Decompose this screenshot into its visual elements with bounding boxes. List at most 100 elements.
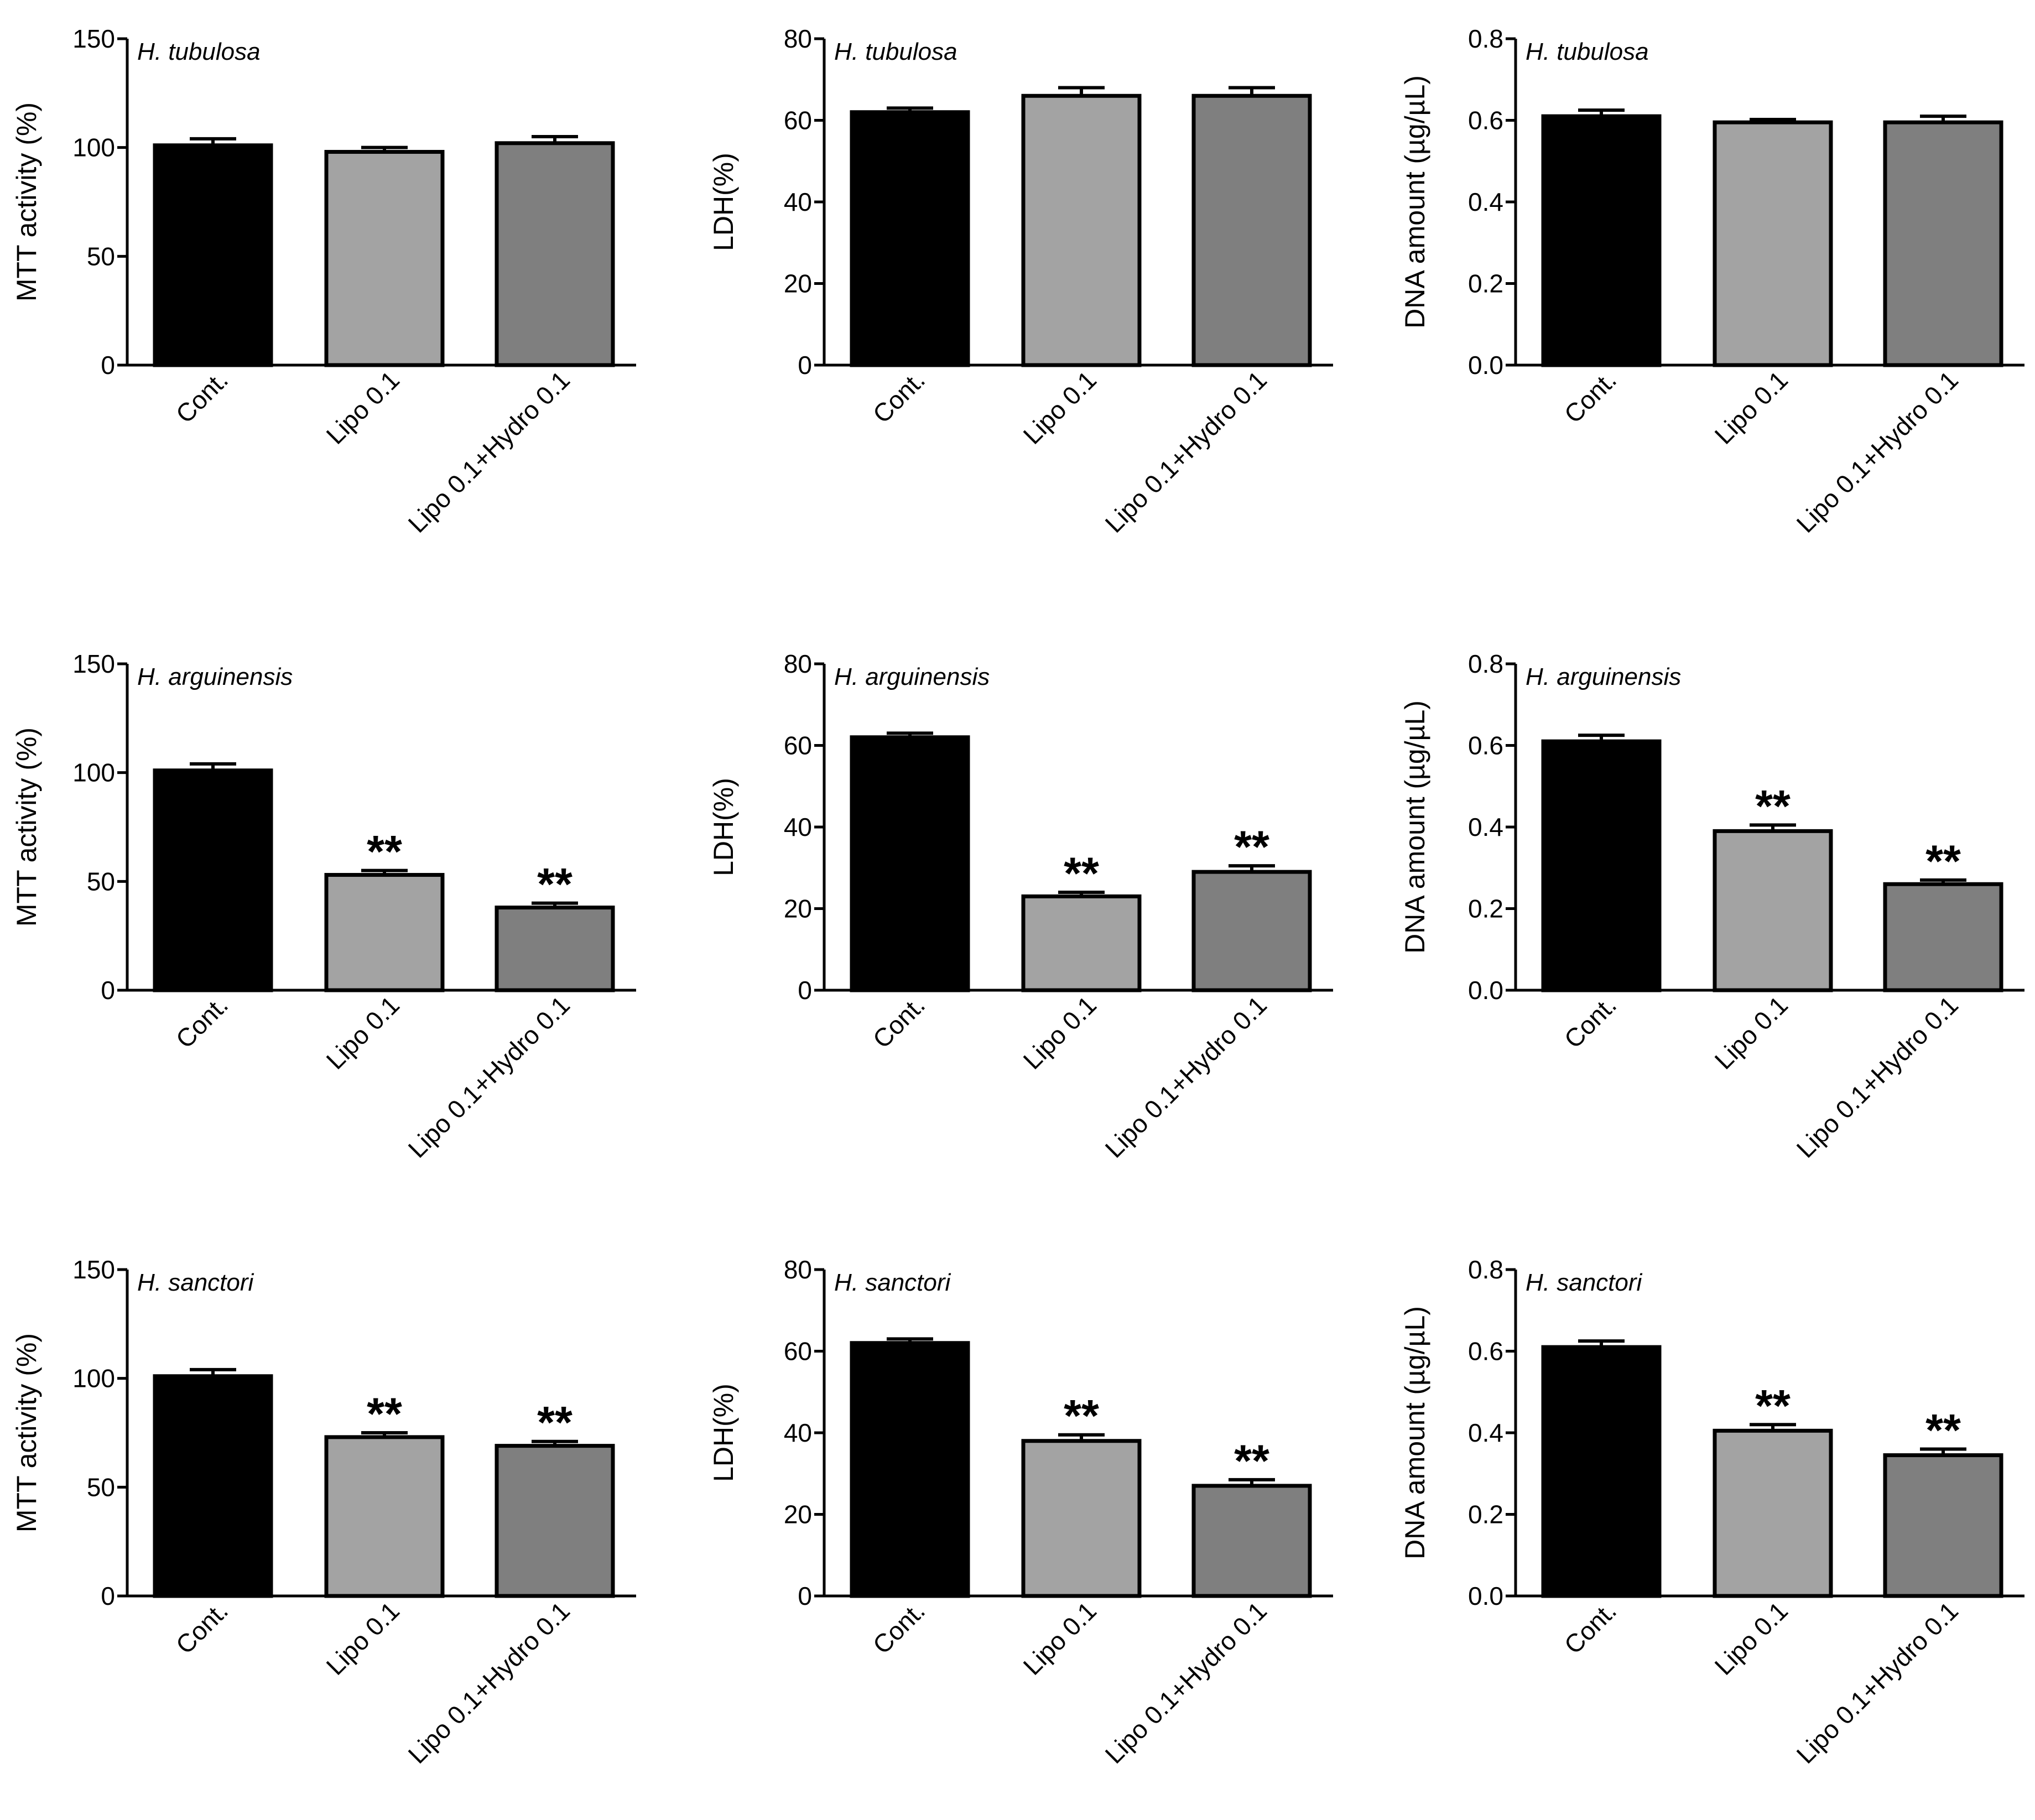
bar (495, 141, 615, 367)
x-tick-label: Lipo 0.1+Hydro 0.1 (1100, 365, 1273, 538)
bar (324, 873, 445, 992)
error-bar (532, 1439, 578, 1446)
chart-title: H. arguinensis (1526, 663, 1681, 690)
x-tick-label: Lipo 0.1+Hydro 0.1 (1791, 1596, 1964, 1769)
significance-label: ** (1755, 1381, 1791, 1431)
y-axis-label: LDH(%) (708, 1384, 739, 1482)
bar (850, 1341, 970, 1598)
bar (850, 735, 970, 992)
error-bar (887, 731, 933, 737)
chart-panel: H. sanctori DNA amount (µg/µL) Cont. ** Lipo… (1399, 1255, 2024, 1769)
error-bar (887, 106, 933, 112)
y-axis-label: LDH(%) (708, 778, 739, 876)
y-tick-label: 0 (101, 976, 115, 1005)
x-tick-label: Cont. (867, 365, 931, 429)
bar (324, 1435, 445, 1598)
y-tick-label: 40 (784, 188, 812, 216)
x-tick-label: Cont. (170, 365, 234, 429)
error-bar (190, 1367, 236, 1376)
significance-label: ** (367, 827, 402, 877)
y-axis-label: MTT activity (%) (11, 727, 42, 927)
y-tick-label: 0 (101, 351, 115, 379)
bar (1541, 1345, 1662, 1598)
y-tick-label: 0.8 (1468, 24, 1503, 53)
x-tick-label: Lipo 0.1+Hydro 0.1 (1791, 365, 1964, 538)
error-bar (361, 145, 408, 152)
y-tick-label: 60 (784, 731, 812, 760)
y-tick-label: 20 (784, 895, 812, 923)
y-tick-label: 0.6 (1468, 106, 1503, 135)
y-tick-label: 0.4 (1468, 1418, 1503, 1447)
error-bar (190, 762, 236, 771)
chart-panel: H. sanctori MTT activity (%) Cont. ** Lipo 0… (11, 1255, 636, 1769)
y-tick-label: 0.0 (1468, 1582, 1503, 1610)
y-tick-label: 0.2 (1468, 1500, 1503, 1529)
bar (1191, 870, 1312, 992)
bar (1541, 114, 1662, 367)
y-tick-label: 0 (798, 1582, 812, 1610)
bar (1883, 1453, 2003, 1598)
chart-panel: H. tubulosa MTT activity (%) Cont. Lipo 0.1… (11, 24, 636, 538)
bar (1191, 93, 1312, 367)
chart-panel: H. sanctori LDH(%) Cont. ** Lipo 0.1 ** Lipo 0… (708, 1255, 1333, 1769)
significance-label: ** (1925, 836, 1961, 887)
bar (495, 1444, 615, 1598)
x-tick-label: Lipo 0.1+Hydro 0.1 (403, 990, 576, 1163)
y-tick-label: 0 (798, 976, 812, 1005)
error-bar (361, 1431, 408, 1437)
chart-title: H. tubulosa (1526, 38, 1649, 65)
bar (153, 143, 273, 367)
y-tick-label: 100 (72, 758, 115, 787)
y-tick-label: 20 (784, 1500, 812, 1529)
bar (1541, 739, 1662, 992)
error-bar (1229, 86, 1275, 96)
bar (153, 1374, 273, 1598)
x-tick-label: Lipo 0.1 (1709, 365, 1794, 450)
y-tick-label: 0.4 (1468, 188, 1503, 216)
error-bar (1750, 1423, 1796, 1431)
error-bar (1920, 878, 1966, 885)
x-tick-label: Cont. (867, 1596, 931, 1660)
x-tick-label: Lipo 0.1+Hydro 0.1 (403, 365, 576, 538)
y-tick-label: 0.8 (1468, 649, 1503, 678)
chart-panel: H. arguinensis DNA amount (µg/µL) Cont. ** L… (1399, 649, 2024, 1163)
y-tick-label: 0.4 (1468, 813, 1503, 841)
error-bar (1578, 734, 1625, 742)
bar (1713, 829, 1833, 992)
error-bar (887, 1337, 933, 1343)
chart-title: H. sanctori (137, 1269, 254, 1296)
y-axis-label: LDH(%) (708, 153, 739, 251)
significance-label: ** (537, 1398, 572, 1448)
chart-title: H. sanctori (834, 1269, 951, 1296)
x-tick-label: Cont. (170, 1596, 234, 1660)
x-tick-label: Lipo 0.1+Hydro 0.1 (403, 1596, 576, 1769)
bar (1021, 1439, 1142, 1598)
y-tick-label: 0 (101, 1582, 115, 1610)
error-bar (1058, 891, 1105, 897)
y-tick-label: 0.8 (1468, 1255, 1503, 1284)
error-bar (1920, 115, 1966, 123)
bar (1021, 894, 1142, 992)
bar (1713, 1428, 1833, 1598)
x-tick-label: Lipo 0.1 (321, 1596, 405, 1681)
y-tick-label: 0.6 (1468, 1337, 1503, 1366)
error-bar (1058, 86, 1105, 96)
bar (1713, 120, 1833, 367)
x-tick-label: Lipo 0.1 (1709, 1596, 1794, 1681)
significance-label: ** (1234, 822, 1269, 872)
chart-panel: H. arguinensis LDH(%) Cont. ** Lipo 0.1 ** Lip… (708, 649, 1333, 1163)
significance-label: ** (1064, 849, 1099, 899)
y-tick-label: 150 (72, 24, 115, 53)
y-tick-label: 50 (87, 867, 115, 896)
error-bar (1058, 1433, 1105, 1441)
y-tick-label: 50 (87, 1473, 115, 1501)
bar (1021, 93, 1142, 367)
y-tick-label: 0 (798, 351, 812, 379)
error-bar (1229, 1478, 1275, 1486)
x-tick-label: Lipo 0.1+Hydro 0.1 (1791, 990, 1964, 1163)
x-tick-label: Lipo 0.1 (321, 990, 405, 1075)
y-tick-label: 80 (784, 1255, 812, 1284)
error-bar (1578, 1339, 1625, 1348)
chart-title: H. tubulosa (834, 38, 957, 65)
